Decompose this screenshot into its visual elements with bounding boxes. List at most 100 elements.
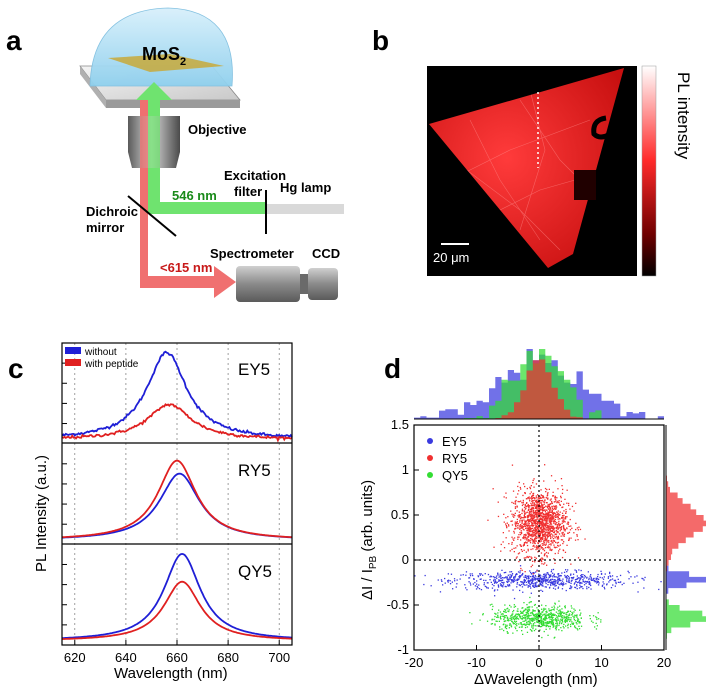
- data-point: [581, 582, 583, 584]
- data-point: [560, 539, 563, 541]
- data-point: [556, 513, 559, 516]
- data-point: [506, 527, 508, 529]
- data-point: [552, 495, 554, 497]
- data-point: [532, 511, 534, 513]
- data-point: [614, 585, 616, 587]
- data-point: [535, 615, 538, 617]
- legend-swatch-with-peptide: [65, 359, 81, 366]
- data-point: [551, 548, 553, 551]
- data-point: [535, 483, 538, 485]
- data-point: [529, 528, 531, 530]
- data-point: [527, 539, 529, 541]
- data-point: [539, 615, 541, 617]
- data-point: [580, 625, 583, 627]
- data-point: [556, 511, 558, 513]
- data-point: [604, 588, 606, 590]
- data-point: [531, 515, 533, 517]
- data-point: [552, 614, 554, 616]
- data-point: [523, 517, 525, 519]
- data-point: [521, 512, 523, 515]
- data-point: [582, 580, 584, 583]
- data-point: [547, 578, 549, 580]
- data-point: [560, 582, 563, 584]
- data-point: [464, 584, 466, 586]
- data-point: [532, 614, 535, 616]
- data-point: [536, 517, 538, 519]
- data-point: [553, 506, 555, 508]
- data-point: [554, 582, 556, 584]
- data-point: [571, 613, 573, 616]
- data-point: [529, 530, 532, 533]
- data-point: [540, 552, 543, 554]
- data-point: [493, 546, 495, 548]
- data-point: [526, 537, 529, 539]
- data-point: [542, 535, 545, 537]
- data-point: [588, 578, 590, 581]
- data-point: [521, 618, 523, 620]
- data-point: [533, 577, 535, 579]
- data-point: [495, 620, 497, 622]
- data-point: [578, 579, 581, 582]
- data-point: [502, 583, 505, 585]
- data-point: [553, 540, 555, 542]
- data-point: [555, 625, 557, 627]
- data-point: [487, 587, 489, 589]
- data-point: [545, 505, 547, 507]
- data-point: [542, 496, 545, 498]
- data-point: [557, 510, 559, 512]
- data-point: [557, 518, 559, 520]
- data-point: [538, 623, 540, 625]
- data-point: [541, 529, 543, 532]
- data-point: [545, 529, 547, 531]
- data-point: [508, 530, 510, 532]
- data-point: [531, 495, 534, 497]
- data-point: [555, 584, 557, 587]
- data-point: [556, 516, 558, 518]
- data-point: [549, 509, 551, 511]
- data-point: [563, 514, 565, 517]
- data-point: [550, 518, 552, 520]
- data-point: [521, 574, 523, 576]
- data-point: [501, 569, 503, 571]
- data-point: [564, 530, 566, 532]
- data-point: [536, 505, 539, 507]
- data-point: [533, 497, 535, 499]
- data-point: [533, 520, 535, 522]
- data-point: [554, 497, 556, 499]
- data-point: [526, 606, 528, 609]
- data-point: [499, 626, 501, 628]
- data-point: [558, 575, 560, 577]
- data-point: [541, 547, 543, 549]
- data-point: [520, 549, 523, 551]
- data-point: [573, 510, 575, 512]
- data-point: [529, 621, 531, 624]
- data-point: [550, 475, 553, 477]
- data-point: [549, 519, 552, 521]
- data-point: [547, 584, 549, 586]
- data-point: [531, 524, 533, 526]
- data-point: [507, 524, 510, 526]
- data-point: [527, 524, 529, 526]
- data-point: [515, 616, 517, 618]
- data-point: [541, 581, 544, 583]
- data-point: [546, 537, 548, 539]
- data-point: [554, 537, 556, 539]
- data-point: [580, 585, 582, 588]
- data-point: [529, 575, 532, 578]
- data-point: [556, 506, 558, 508]
- data-point: [544, 538, 546, 540]
- data-point: [468, 577, 470, 579]
- data-point: [557, 528, 559, 530]
- data-point: [530, 502, 532, 504]
- data-point: [534, 520, 536, 523]
- data-point: [484, 573, 486, 575]
- data-point: [571, 527, 573, 529]
- data-point: [533, 619, 535, 621]
- data-point: [513, 604, 515, 606]
- data-point: [549, 517, 551, 519]
- data-point: [540, 518, 543, 521]
- data-point: [527, 540, 529, 542]
- data-point: [528, 540, 530, 542]
- data-point: [440, 579, 443, 581]
- data-point: [527, 532, 529, 534]
